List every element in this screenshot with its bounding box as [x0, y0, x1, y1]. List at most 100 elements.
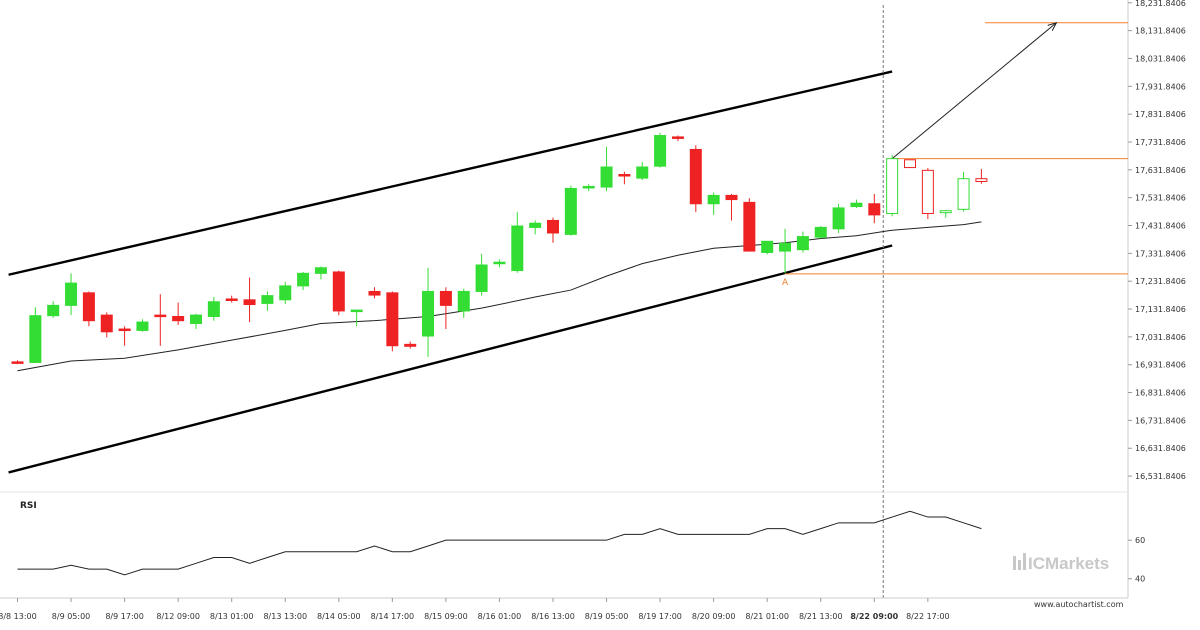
candle-body [136, 321, 149, 331]
price-tick-label: 17,831.8406 [1135, 110, 1186, 119]
candle-body [457, 290, 470, 312]
time-axis: 8/8 13:00 8/9 05:00 8/9 17:00 8/12 09:00 8/1… [0, 597, 1128, 621]
candle-body [511, 225, 524, 272]
candle-body [939, 210, 952, 214]
price-tick-label: 17,731.8406 [1135, 138, 1186, 147]
channel-lines [8, 70, 893, 474]
time-tick-label: 8/22 17:00 [906, 612, 950, 621]
price-tick-label: 17,931.8406 [1135, 82, 1186, 91]
candle-body [761, 240, 774, 253]
price-tick-label: 18,131.8406 [1135, 27, 1186, 36]
candle-body [582, 185, 595, 189]
candle-body [261, 295, 274, 304]
candle-body [118, 328, 131, 332]
candles [11, 132, 988, 365]
candle-body [297, 272, 310, 287]
candle-body [957, 178, 970, 210]
projection-arrow-head [1047, 21, 1058, 32]
time-tick-label: 8/13 13:00 [263, 612, 307, 621]
rsi-tick-label: 60 [1135, 536, 1145, 545]
price-tick-label: 16,831.8406 [1135, 389, 1186, 398]
candle-body [243, 299, 256, 306]
price-tick-label: 18,031.8406 [1135, 54, 1186, 63]
price-tick-label: 16,931.8406 [1135, 361, 1186, 370]
candle-body [29, 315, 42, 363]
candle-body [225, 298, 238, 301]
candle-body [350, 309, 363, 313]
rsi-tick-label: 40 [1135, 575, 1145, 584]
site-url: www.autochartist.com [1034, 600, 1124, 609]
candle-body [654, 135, 667, 167]
candle-body [564, 187, 577, 235]
price-tick-label: 17,631.8406 [1135, 166, 1186, 175]
candle-body [904, 159, 916, 169]
time-tick-label: 8/9 05:00 [52, 612, 90, 621]
time-tick-label: 8/19 05:00 [585, 612, 629, 621]
candle-body [707, 194, 720, 205]
candle-body [100, 314, 113, 333]
price-tick-label: 17,431.8406 [1135, 222, 1186, 231]
moving-average [17, 221, 982, 372]
candle-body [172, 316, 185, 322]
key-levels: A [782, 5, 1128, 598]
time-tick-label: 8/12 09:00 [156, 612, 200, 621]
candle-body [779, 242, 792, 252]
candle-body [975, 178, 988, 182]
candle-body [850, 202, 863, 208]
channel-lower-line [8, 244, 893, 474]
candle-body [547, 219, 559, 234]
rsi-line [17, 510, 982, 576]
support-marker-label: A [782, 278, 789, 288]
candle-body [725, 194, 738, 201]
candle-body [886, 158, 899, 214]
candle-body [832, 207, 845, 230]
candle-body [422, 290, 435, 337]
brand-name: ICMarkets [1028, 554, 1109, 573]
candle-body [65, 282, 78, 306]
candle-body [796, 236, 809, 251]
candle-body [475, 264, 488, 292]
candle-body [190, 314, 202, 324]
time-tick-label: 8/16 01:00 [478, 612, 522, 621]
candle-body [868, 203, 881, 216]
candle-body [636, 166, 649, 179]
price-tick-label: 17,531.8406 [1135, 194, 1186, 203]
candle-body [47, 304, 60, 317]
time-tick-label: 8/15 09:00 [424, 612, 468, 621]
price-tick-label: 16,731.8406 [1135, 416, 1186, 425]
candle-body [921, 169, 934, 214]
candle-body [154, 314, 167, 318]
moving-average-line [17, 221, 982, 372]
price-tick-label: 18,231.8406 [1135, 0, 1186, 8]
candle-body [82, 292, 95, 322]
candle-body [743, 201, 756, 252]
time-tick-label: 8/21 13:00 [799, 612, 843, 621]
candle-body [368, 290, 381, 296]
time-tick-label: 8/22 09:00 [850, 612, 898, 621]
time-tick-label: 8/13 01:00 [210, 612, 254, 621]
time-tick-label: 8/14 17:00 [371, 612, 415, 621]
candle-body [600, 166, 613, 188]
candle-body [689, 148, 702, 205]
candle-body [814, 226, 827, 238]
rsi-title: RSI [20, 501, 37, 511]
price-tick-label: 17,031.8406 [1135, 333, 1186, 342]
projection-arrow-line [891, 22, 1057, 160]
candle-body [279, 285, 292, 301]
brand-logo: ICMarkets [1013, 553, 1109, 573]
time-tick-label: 8/19 17:00 [638, 612, 682, 621]
time-tick-label: 8/16 13:00 [531, 612, 575, 621]
time-tick-label: 8/20 09:00 [692, 612, 736, 621]
candle-body [493, 261, 506, 265]
candle-body [332, 271, 345, 312]
time-tick-label: 8/8 13:00 [0, 612, 37, 621]
candle-body [529, 222, 542, 228]
candle-body [314, 267, 327, 274]
candle-body [404, 343, 417, 347]
channel-upper-line [8, 70, 893, 276]
candle-body [11, 361, 24, 364]
candle-body [439, 290, 452, 306]
candle-body [207, 301, 220, 318]
price-tick-label: 16,631.8406 [1135, 444, 1186, 453]
